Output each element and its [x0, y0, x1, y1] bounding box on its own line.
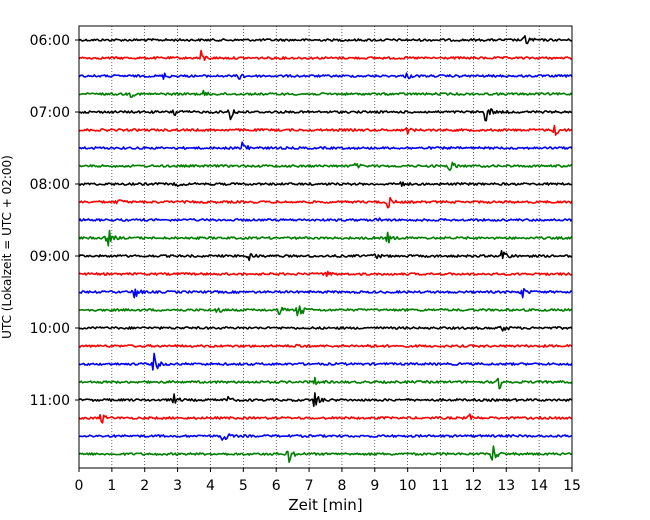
trace-0645 — [78, 89, 573, 98]
x-tick-label: 14 — [530, 478, 548, 494]
trace-1045 — [78, 376, 573, 390]
trace-0630 — [78, 72, 573, 80]
trace-0815 — [79, 196, 573, 209]
trace-0830 — [78, 217, 573, 222]
y-tick-label: 08:00 — [30, 177, 70, 193]
x-tick-label: 0 — [75, 478, 84, 494]
x-tick-label: 5 — [239, 478, 248, 494]
x-tick-label: 7 — [305, 478, 314, 494]
trace-0745 — [78, 161, 572, 172]
plot-frame — [78, 25, 573, 469]
x-axis-label: Zeit [min] — [288, 496, 362, 514]
trace-0930 — [78, 287, 573, 299]
trace-1000 — [78, 325, 573, 332]
x-tick-label: 9 — [370, 478, 379, 494]
y-axis-ticks: 06:00 07:00 08:00 09:00 10:00 11:00 — [30, 33, 79, 409]
trace-0615 — [78, 49, 573, 62]
trace-0715 — [78, 124, 573, 136]
y-tick-label: 09:00 — [30, 249, 70, 265]
x-tick-label: 6 — [272, 478, 281, 494]
y-tick-label: 10:00 — [30, 321, 70, 337]
x-tick-label: 11 — [432, 478, 450, 494]
seismogram-traces — [78, 35, 573, 464]
trace-1130 — [79, 433, 573, 441]
x-tick-label: 8 — [337, 478, 346, 494]
trace-0945 — [78, 305, 573, 317]
trace-0845 — [78, 229, 573, 247]
y-tick-label: 11:00 — [30, 393, 70, 409]
y-axis-label: UTC (Lokalzeit = UTC + 02:00) — [0, 155, 14, 339]
x-tick-label: 4 — [206, 478, 215, 494]
x-tick-label: 2 — [140, 478, 149, 494]
trace-1030 — [78, 352, 573, 371]
trace-0900 — [78, 250, 573, 262]
x-tick-label: 13 — [497, 478, 515, 494]
trace-1115 — [78, 413, 573, 424]
trace-0730 — [78, 141, 573, 151]
trace-0600 — [78, 35, 573, 45]
trace-0915 — [78, 270, 573, 278]
x-axis-ticks: 0 1 2 3 4 5 6 7 8 9 10 11 12 13 14 15 — [75, 468, 581, 494]
y-tick-label: 06:00 — [30, 33, 70, 49]
trace-1015 — [78, 343, 573, 349]
y-tick-label: 07:00 — [30, 105, 70, 121]
trace-1145 — [78, 445, 573, 464]
trace-1100 — [78, 392, 573, 408]
trace-0700 — [78, 108, 573, 122]
x-tick-label: 3 — [173, 478, 182, 494]
x-tick-label: 1 — [107, 478, 116, 494]
trace-0800 — [78, 181, 573, 188]
x-tick-label: 12 — [464, 478, 482, 494]
x-tick-label: 15 — [563, 478, 581, 494]
x-tick-label: 10 — [399, 478, 417, 494]
